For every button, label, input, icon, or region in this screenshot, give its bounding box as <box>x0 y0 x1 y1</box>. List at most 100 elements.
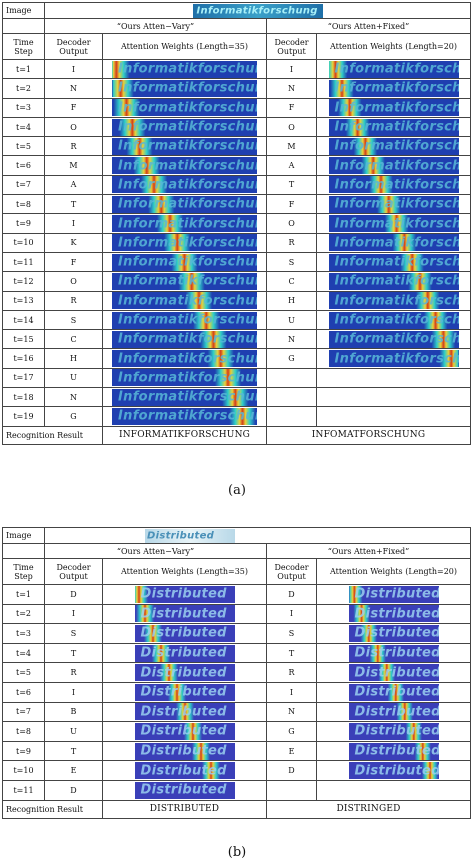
image-label: Image <box>2 2 45 19</box>
group-header-vary: “Ours Atten−Vary” <box>44 543 267 559</box>
attention-word-overlay: Informatikforschung <box>118 216 257 232</box>
attention-weights-fixed <box>316 387 471 408</box>
attention-word-overlay: Informatikforschung <box>118 100 257 116</box>
time-step-cell: t=4 <box>2 642 45 664</box>
group-header-vary: “Ours Atten−Vary” <box>44 18 267 34</box>
table-row: t=9 T Distributed E Distributed <box>2 740 471 762</box>
attention-heatmap: Distributed <box>134 703 235 721</box>
table-row: t=6M Informatikforschung A Informatikforsch… <box>2 155 471 176</box>
attention-weights-fixed: Informatikforschung <box>316 174 471 196</box>
time-step-cell: t=16 <box>2 348 45 369</box>
table-row: t=15C Informatikforschung N Informatikforsc… <box>2 329 471 350</box>
time-step-cell: t=2 <box>2 603 45 625</box>
table-row: t=3 S Distributed S Distributed <box>2 623 471 644</box>
caption-b: (b) <box>227 845 247 860</box>
attention-table-a: Image Informatikforschung “Ours Atten−Va… <box>2 2 471 445</box>
decoder-output-vary: S <box>44 623 103 644</box>
decoder-output-fixed: M <box>266 136 317 157</box>
decoder-output-fixed: I <box>266 681 317 703</box>
attention-word-overlay: Informatikforschung <box>118 138 257 154</box>
group-header-fixed: “Ours Atten+Fixed” <box>266 18 471 34</box>
attention-word-overlay: Informatikforschung <box>334 61 459 77</box>
table-row: t=5R Informatikforschung M Informatikforsch… <box>2 136 471 157</box>
attention-heatmap: Distributed <box>348 624 439 642</box>
decoder-output-fixed <box>266 779 317 801</box>
time-step-cell: t=7 <box>2 174 45 196</box>
table-row: t=8 U Distributed G Distributed <box>2 721 471 742</box>
attention-word-overlay: Informatikforschung <box>118 293 257 309</box>
attention-weights-vary: Distributed <box>102 603 267 625</box>
attention-heatmap: Distributed <box>134 644 235 662</box>
time-step-cell: t=13 <box>2 290 45 311</box>
attention-heatmap: Informatikforschung <box>112 215 257 233</box>
attention-weights-fixed <box>316 367 471 389</box>
decoder-output-fixed: U <box>266 309 317 331</box>
table-row: t=3FInformatikforschungFInformatikforsch… <box>2 97 471 118</box>
attention-weights-fixed: Informatikforschung <box>316 58 471 80</box>
decoder-output-vary: R <box>44 136 103 157</box>
time-step-cell: t=3 <box>2 623 45 644</box>
decoder-output-fixed: F <box>266 194 317 215</box>
attention-heatmap: Informatikforschung <box>328 272 459 290</box>
input-word-image: Informatikforschung <box>192 3 323 18</box>
decoder-output-fixed: H <box>266 290 317 311</box>
attention-word-overlay: Informatikforschung <box>118 370 257 386</box>
decoder-output-vary: S <box>44 309 103 331</box>
decoder-output-vary: T <box>44 642 103 664</box>
attention-word-overlay: Distributed <box>140 645 227 661</box>
time-step-cell: t=11 <box>2 779 45 801</box>
time-step-cell: t=1 <box>2 58 45 80</box>
table-row: t=14S Informatikforschung U Informatikforsc… <box>2 309 471 331</box>
attention-heatmap: Informatikforschung <box>328 215 459 233</box>
attention-heatmap: Informatikforschung <box>112 407 257 425</box>
table-row: t=11F Informatikforschung S Informatikforsc… <box>2 251 471 273</box>
table-row: t=10K Informatikforschung R Informatikforsc… <box>2 232 471 253</box>
decoder-output-vary: I <box>44 603 103 625</box>
attention-weights-fixed: Informatikforschung <box>316 155 471 176</box>
col-header-weights-vary: Attention Weights (Length=35) <box>102 33 267 60</box>
attention-weights-fixed: Informatikforschung <box>316 213 471 234</box>
col-header-decoder-fixed: Decoder Output <box>266 558 317 585</box>
table-row: t=1IInformatikforschungIInformatikforsch… <box>2 58 471 80</box>
attention-word-overlay: Informatikforschung <box>118 312 257 328</box>
attention-heatmap: Informatikforschung <box>112 350 257 368</box>
table-row: t=9I Informatikforschung O Informatikforsch… <box>2 213 471 234</box>
attention-weights-fixed: Informatikforschung <box>316 97 471 118</box>
attention-weights-vary: Informatikforschung <box>102 251 267 273</box>
attention-heatmap: Distributed <box>134 624 235 642</box>
attention-weights-vary: Informatikforschung <box>102 271 267 292</box>
decoder-output-vary: H <box>44 348 103 369</box>
attention-weights-fixed: Distributed <box>316 623 471 644</box>
attention-heatmap: Informatikforschung <box>112 272 257 290</box>
attention-weights-vary: Distributed <box>102 642 267 664</box>
attention-heatmap: Distributed <box>134 664 235 682</box>
table-row: t=2 I Distributed I Distributed <box>2 603 471 625</box>
attention-weights-vary: Informatikforschung <box>102 348 267 369</box>
attention-word-overlay: Informatikforschung <box>334 158 459 174</box>
decoder-output-vary: T <box>44 194 103 215</box>
attention-heatmap: Informatikforschung <box>112 195 257 213</box>
attention-word-overlay: Informatikforschung <box>118 119 257 135</box>
attention-weights-vary: Informatikforschung <box>102 174 267 196</box>
table-row: t=18N Informatikforschung <box>2 387 471 408</box>
attention-word-overlay: Distributed <box>140 723 227 739</box>
attention-weights-vary: Informatikforschung <box>102 309 267 331</box>
attention-heatmap: Distributed <box>348 644 439 662</box>
decoder-output-fixed: E <box>266 740 317 762</box>
attention-heatmap: Informatikforschung <box>112 176 257 194</box>
attention-word-overlay: Distributed <box>140 763 227 779</box>
decoder-output-vary: D <box>44 584 103 605</box>
attention-heatmap: Distributed <box>348 703 439 721</box>
attention-weights-vary: Informatikforschung <box>102 78 267 99</box>
attention-heatmap: Informatikforschung <box>112 311 257 329</box>
decoder-output-fixed: N <box>266 329 317 350</box>
attention-heatmap: Distributed <box>134 742 235 760</box>
attention-heatmap: Informatikforschung <box>112 99 257 117</box>
decoder-output-fixed: F <box>266 97 317 118</box>
time-step-cell: t=11 <box>2 251 45 273</box>
input-image-cell: Informatikforschung <box>44 2 471 19</box>
table-row: t=5 R Distributed R Distributed <box>2 662 471 683</box>
result-label: Recognition Result <box>2 425 103 445</box>
time-step-cell: t=4 <box>2 116 45 138</box>
attention-word-overlay: Informatikforschung <box>118 235 257 251</box>
